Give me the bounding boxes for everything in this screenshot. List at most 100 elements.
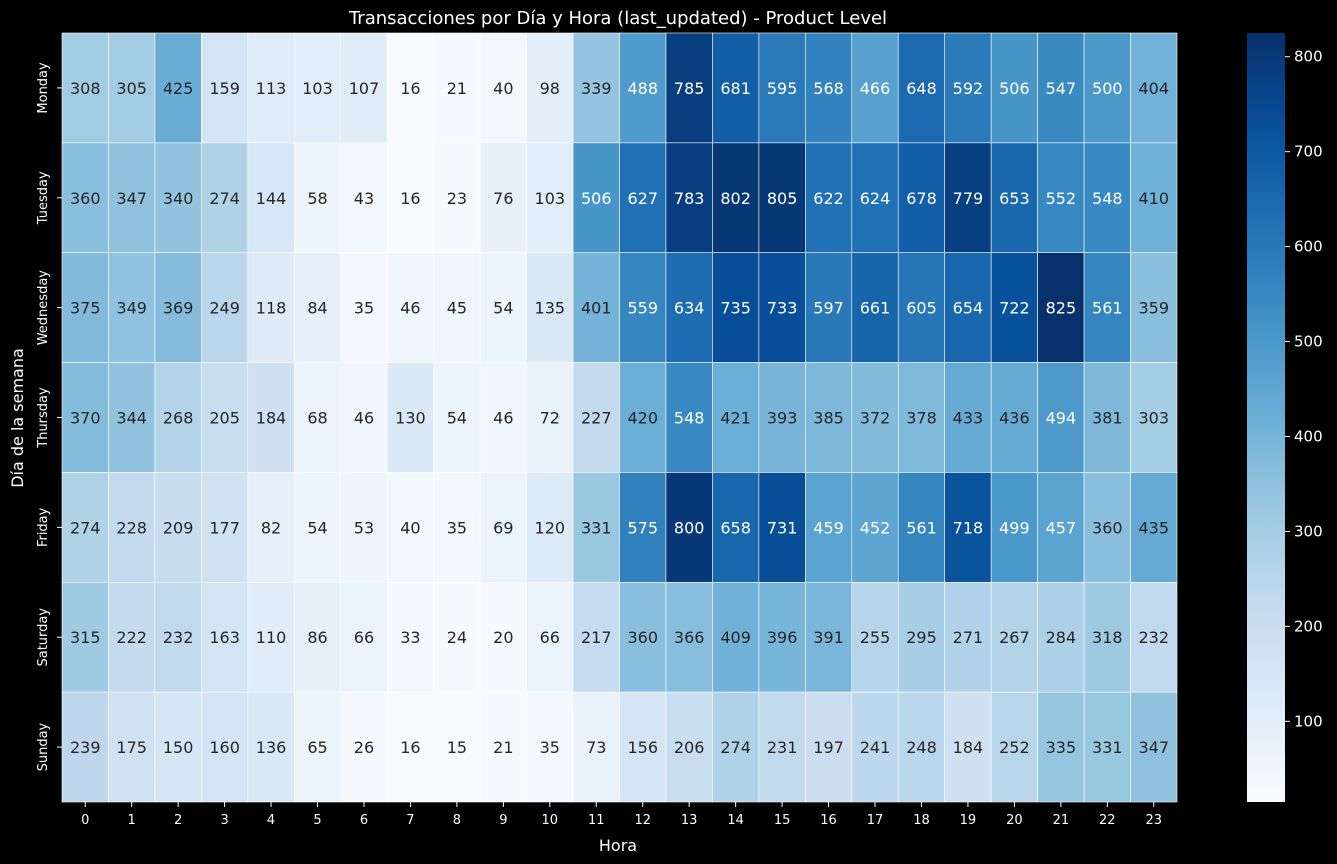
cell-value-label: 435 <box>1138 518 1169 537</box>
cell-value-label: 54 <box>307 518 327 537</box>
cell-value-label: 35 <box>540 738 560 757</box>
heatmap-cell <box>805 581 853 693</box>
cell-value-label: 568 <box>813 79 844 98</box>
cell-value-label: 40 <box>400 518 420 537</box>
heatmap-cell <box>572 252 620 363</box>
cell-value-label: 46 <box>400 299 420 318</box>
cell-value-label: 54 <box>447 409 467 428</box>
cell-value-label: 45 <box>447 299 467 318</box>
cell-value-label: 40 <box>493 79 513 98</box>
heatmap-cell <box>479 252 527 363</box>
heatmap-cell <box>572 142 620 254</box>
cell-value-label: 349 <box>116 299 147 318</box>
heatmap-cell <box>61 252 109 363</box>
cell-value-label: 103 <box>302 79 333 98</box>
cell-value-label: 241 <box>860 738 891 757</box>
heatmap-cell <box>433 32 481 144</box>
x-tick-label: 5 <box>313 813 321 828</box>
heatmap-cell <box>1130 691 1178 803</box>
heatmap-cell <box>897 472 946 583</box>
cell-value-label: 205 <box>209 409 240 428</box>
cell-value-label: 425 <box>163 79 194 98</box>
heatmap-cell <box>108 252 156 363</box>
cell-value-label: 177 <box>209 518 240 537</box>
cell-value-label: 53 <box>354 518 374 537</box>
heatmap-cell <box>1130 252 1178 363</box>
heatmap-cell <box>758 691 806 803</box>
cell-value-label: 16 <box>400 738 420 757</box>
y-tick-label: Saturday <box>36 608 51 667</box>
heatmap-cell <box>897 362 946 473</box>
cell-value-label: 370 <box>70 409 101 428</box>
cell-value-label: 648 <box>906 79 937 98</box>
cell-value-label: 494 <box>1046 409 1077 428</box>
cell-value-label: 58 <box>307 189 327 208</box>
cell-value-label: 46 <box>493 409 513 428</box>
cell-value-label: 252 <box>999 738 1030 757</box>
heatmap-cell <box>1037 581 1085 693</box>
heatmap-cell <box>1037 691 1085 803</box>
heatmap-cell <box>990 362 1038 473</box>
heatmap-cell <box>805 142 853 254</box>
heatmap-cell <box>851 472 899 583</box>
cell-value-label: 802 <box>720 189 751 208</box>
cell-value-label: 433 <box>953 409 984 428</box>
heatmap-cell <box>201 581 249 693</box>
cell-value-label: 206 <box>674 738 705 757</box>
colorbar-tick-label: 200 <box>1294 617 1323 635</box>
cell-value-label: 627 <box>627 189 658 208</box>
colorbar-ticks: 100 200 300 400 500 600 700 800 <box>1285 48 1323 730</box>
heatmap-cell <box>897 32 946 144</box>
cell-value-label: 15 <box>447 738 467 757</box>
x-tick-label: 0 <box>81 813 89 828</box>
cell-value-label: 86 <box>307 628 327 647</box>
heatmap-cell <box>479 142 527 254</box>
cell-value-label: 488 <box>627 79 658 98</box>
cell-value-label: 274 <box>209 189 240 208</box>
x-tick-label: 7 <box>406 813 414 828</box>
cell-value-label: 308 <box>70 79 101 98</box>
cell-value-label: 271 <box>953 628 984 647</box>
x-tick-label: 19 <box>960 813 977 828</box>
cell-value-label: 605 <box>906 299 937 318</box>
cell-value-label: 420 <box>627 409 658 428</box>
heatmap-cell <box>944 142 992 254</box>
heatmap-cell <box>1037 142 1085 254</box>
cell-value-label: 359 <box>1138 299 1169 318</box>
heatmap-cell <box>479 472 527 583</box>
y-tick-label: Friday <box>36 507 51 547</box>
x-tick-label: 10 <box>542 813 559 828</box>
cell-value-label: 82 <box>261 518 281 537</box>
cell-value-label: 592 <box>953 79 984 98</box>
heatmap-cell <box>201 472 249 583</box>
x-tick-label: 9 <box>499 813 507 828</box>
y-axis-label: Día de la semana <box>8 348 27 488</box>
cell-value-label: 825 <box>1046 299 1077 318</box>
cell-value-label: 459 <box>813 518 844 537</box>
heatmap-cell <box>154 252 202 363</box>
cell-value-label: 84 <box>307 299 327 318</box>
heatmap-cell <box>665 581 713 693</box>
x-tick-label: 16 <box>820 813 837 828</box>
cell-value-label: 421 <box>720 409 751 428</box>
heatmap-cell <box>433 142 481 254</box>
cell-value-label: 43 <box>354 189 374 208</box>
heatmap-cell <box>665 32 713 144</box>
cell-value-label: 136 <box>256 738 287 757</box>
heatmap-cell <box>108 581 156 693</box>
cell-value-label: 65 <box>307 738 327 757</box>
heatmap-cell <box>897 142 946 254</box>
heatmap-cell <box>386 581 434 693</box>
cell-value-label: 130 <box>395 409 426 428</box>
cell-value-label: 16 <box>400 189 420 208</box>
cell-value-label: 506 <box>999 79 1030 98</box>
cell-value-label: 120 <box>535 518 566 537</box>
heatmap-cell <box>293 581 342 693</box>
heatmap-cell <box>433 362 481 473</box>
x-tick-label: 1 <box>128 813 136 828</box>
cell-value-label: 339 <box>581 79 612 98</box>
heatmap-cell <box>805 362 853 473</box>
colorbar-tick-label: 700 <box>1294 143 1323 161</box>
cell-value-label: 735 <box>720 299 751 318</box>
heatmap-cell <box>526 142 574 254</box>
